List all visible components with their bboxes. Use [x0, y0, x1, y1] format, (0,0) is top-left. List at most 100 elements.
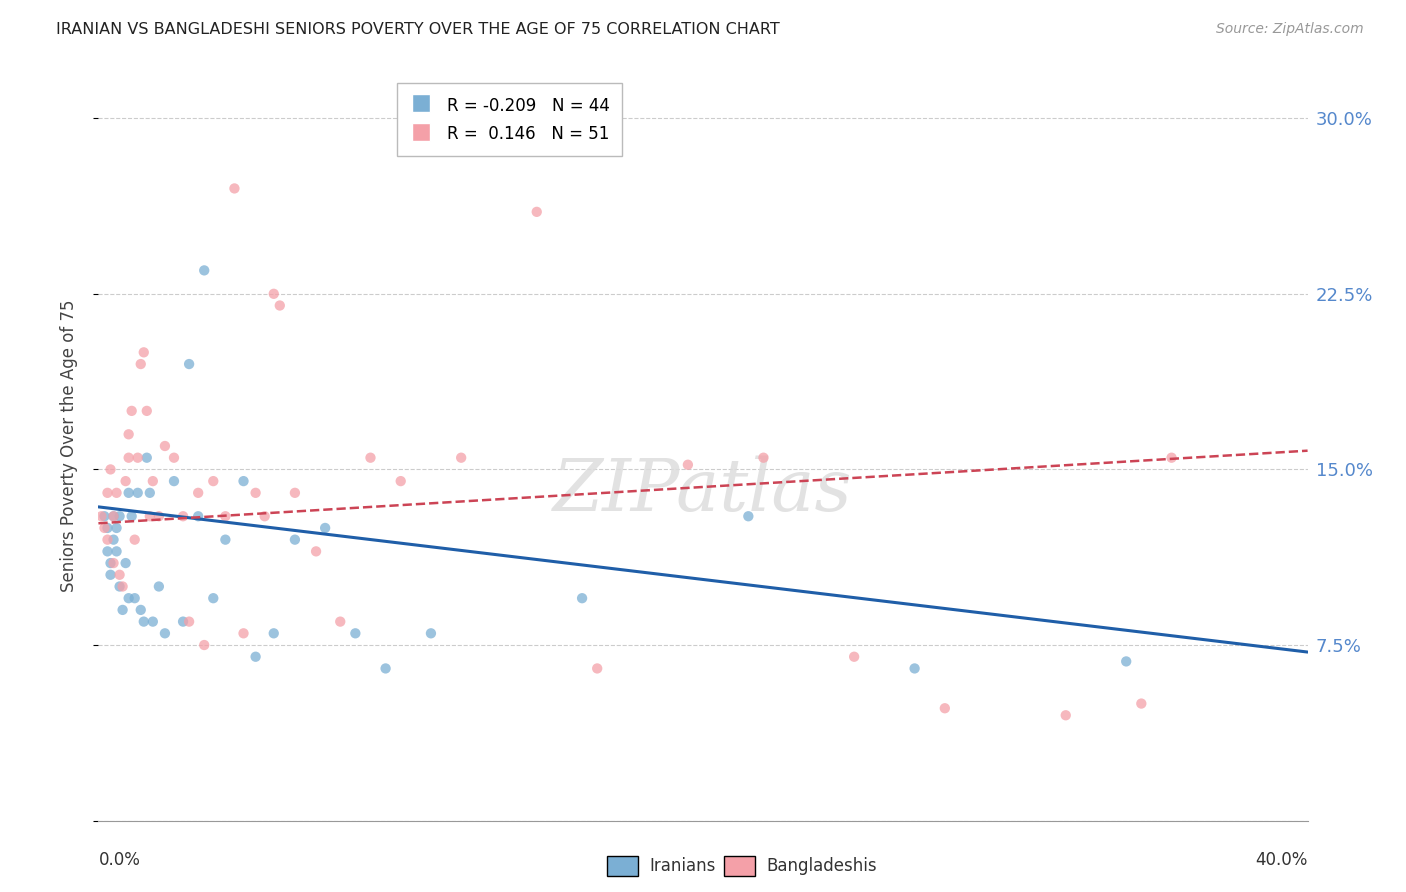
Text: Iranians: Iranians [650, 857, 716, 875]
Point [187, 485, 209, 500]
Point [389, 474, 412, 488]
Point [202, 474, 225, 488]
Point [934, 701, 956, 715]
Point [163, 450, 186, 465]
Point [1130, 697, 1153, 711]
Point [153, 439, 176, 453]
Point [284, 533, 307, 547]
Point [172, 509, 194, 524]
Point [111, 603, 134, 617]
Point [111, 580, 134, 594]
Point [263, 626, 285, 640]
Text: 40.0%: 40.0% [1256, 851, 1308, 869]
Point [96, 544, 118, 558]
Point [96, 521, 118, 535]
Point [752, 450, 775, 465]
Point [586, 661, 609, 675]
Point [105, 544, 128, 558]
Point [245, 485, 267, 500]
Point [193, 638, 215, 652]
Point [374, 661, 396, 675]
Point [253, 509, 276, 524]
Point [139, 485, 162, 500]
Text: Bangladeshis: Bangladeshis [766, 857, 877, 875]
Point [284, 485, 307, 500]
Point [100, 462, 122, 476]
Point [172, 615, 194, 629]
Point [118, 450, 141, 465]
Point [103, 556, 125, 570]
Point [193, 263, 215, 277]
Point [163, 474, 186, 488]
Point [132, 615, 155, 629]
Point [96, 533, 118, 547]
Point [214, 509, 236, 524]
Point [118, 427, 141, 442]
Point [121, 509, 143, 524]
Point [135, 404, 157, 418]
Point [118, 591, 141, 606]
Point [450, 450, 472, 465]
Point [103, 509, 125, 524]
Point [127, 450, 149, 465]
Point [129, 357, 152, 371]
Point [232, 626, 254, 640]
Point [314, 521, 336, 535]
Point [245, 649, 267, 664]
Point [103, 509, 125, 524]
Point [118, 485, 141, 500]
Point [114, 474, 136, 488]
Point [1115, 655, 1137, 669]
Point [305, 544, 328, 558]
Point [105, 521, 128, 535]
Point [737, 509, 759, 524]
Point [269, 298, 291, 313]
Point [224, 181, 246, 195]
Point [148, 509, 170, 524]
Point [90, 509, 112, 524]
Point [676, 458, 699, 472]
Point [344, 626, 367, 640]
Legend: R = -0.209   N = 44, R =  0.146   N = 51: R = -0.209 N = 44, R = 0.146 N = 51 [398, 84, 621, 156]
Point [93, 521, 115, 535]
Point [329, 615, 352, 629]
Point [129, 603, 152, 617]
Point [179, 357, 201, 371]
Point [105, 485, 128, 500]
Point [904, 661, 927, 675]
Point [96, 485, 118, 500]
Point [127, 485, 149, 500]
Point [108, 509, 131, 524]
Text: ZIPatlas: ZIPatlas [553, 456, 853, 526]
Point [108, 567, 131, 582]
Point [420, 626, 443, 640]
Text: IRANIAN VS BANGLADESHI SENIORS POVERTY OVER THE AGE OF 75 CORRELATION CHART: IRANIAN VS BANGLADESHI SENIORS POVERTY O… [56, 22, 780, 37]
Point [100, 567, 122, 582]
Point [93, 509, 115, 524]
Point [187, 509, 209, 524]
Point [135, 450, 157, 465]
Point [153, 626, 176, 640]
Point [214, 533, 236, 547]
Point [148, 580, 170, 594]
Point [121, 404, 143, 418]
Point [1160, 450, 1182, 465]
Point [202, 591, 225, 606]
Point [100, 556, 122, 570]
Point [139, 509, 162, 524]
Point [142, 474, 165, 488]
Point [526, 204, 548, 219]
Point [360, 450, 382, 465]
Point [1054, 708, 1077, 723]
Point [124, 591, 146, 606]
Point [108, 580, 131, 594]
Text: Source: ZipAtlas.com: Source: ZipAtlas.com [1216, 22, 1364, 37]
Point [142, 615, 165, 629]
Point [132, 345, 155, 359]
Point [103, 533, 125, 547]
Point [571, 591, 593, 606]
Point [179, 615, 201, 629]
Point [114, 556, 136, 570]
Point [844, 649, 866, 664]
Y-axis label: Seniors Poverty Over the Age of 75: Seniors Poverty Over the Age of 75 [59, 300, 77, 592]
